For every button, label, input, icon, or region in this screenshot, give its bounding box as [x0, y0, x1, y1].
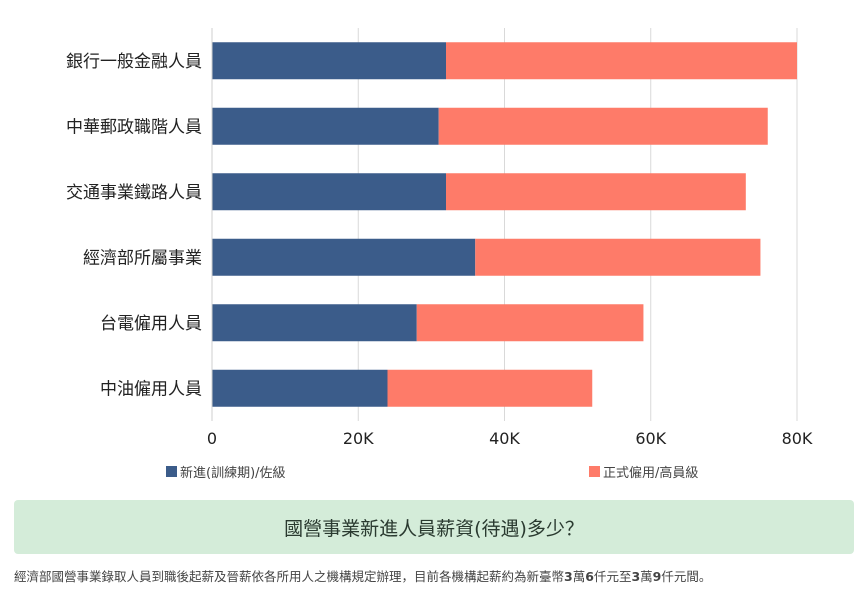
stacked-bar-chart: 0 20K 40K 60K 80K 銀行一般金融人員中華郵政職階人員交通事業鐵路人員經濟部… — [66, 28, 813, 448]
note-unit-2: 仟元至 — [593, 569, 632, 584]
legend-swatch-trainee — [166, 466, 177, 477]
salary-question-banner: 國營事業新進人員薪資(待遇)多少？ — [14, 500, 854, 554]
x-tick-label-2: 40K — [489, 429, 520, 448]
note-num-2: 6 — [585, 569, 594, 584]
bar-1-5 — [387, 369, 593, 407]
x-tick-label-0: 0 — [207, 429, 217, 448]
bar-1-1 — [438, 107, 768, 145]
banner-title: 國營事業新進人員薪資(待遇)多少？ — [284, 517, 584, 540]
note-text-post: 仟元間。 — [661, 569, 712, 584]
note-num-3: 3 — [631, 569, 641, 584]
bar-0-4 — [212, 304, 417, 342]
legend-item-trainee: 新進(訓練期)/佐級 — [166, 462, 286, 481]
note-unit-1: 萬 — [572, 569, 586, 584]
bar-0-1 — [212, 107, 439, 145]
category-label-1: 中華郵政職階人員 — [66, 117, 202, 137]
x-tick-label-3: 60K — [635, 429, 666, 448]
note-num-1: 3 — [564, 569, 573, 584]
legend-swatch-formal — [589, 466, 600, 477]
bar-0-0 — [212, 42, 446, 80]
bar-1-2 — [446, 173, 746, 211]
bar-1-3 — [475, 238, 761, 276]
legend-label-trainee: 新進(訓練期)/佐級 — [180, 466, 286, 481]
bar-0-2 — [212, 173, 446, 211]
bar-0-5 — [212, 369, 388, 407]
legend-label-formal: 正式僱用/高員級 — [603, 466, 699, 481]
salary-note: 經濟部國營事業錄取人員到職後起薪及晉薪依各所用人之機構規定辦理，目前各機構起薪約… — [14, 566, 711, 585]
legend-item-formal: 正式僱用/高員級 — [589, 462, 698, 481]
note-unit-3: 萬 — [640, 569, 653, 584]
bar-0-3 — [212, 238, 476, 276]
category-label-0: 銀行一般金融人員 — [66, 52, 202, 72]
category-label-2: 交通事業鐵路人員 — [66, 183, 202, 203]
x-tick-label-1: 20K — [343, 429, 374, 448]
category-label-4: 台電僱用人員 — [100, 314, 202, 334]
category-label-3: 經濟部所屬事業 — [83, 248, 202, 268]
note-num-4: 9 — [652, 569, 662, 584]
category-label-5: 中油僱用人員 — [100, 379, 202, 399]
bar-1-0 — [446, 42, 797, 80]
bar-1-4 — [416, 304, 644, 342]
note-text-pre: 經濟部國營事業錄取人員到職後起薪及晉薪依各所用人之機構規定辦理，目前各機構起薪約… — [14, 569, 565, 584]
x-tick-label-4: 80K — [782, 429, 813, 448]
